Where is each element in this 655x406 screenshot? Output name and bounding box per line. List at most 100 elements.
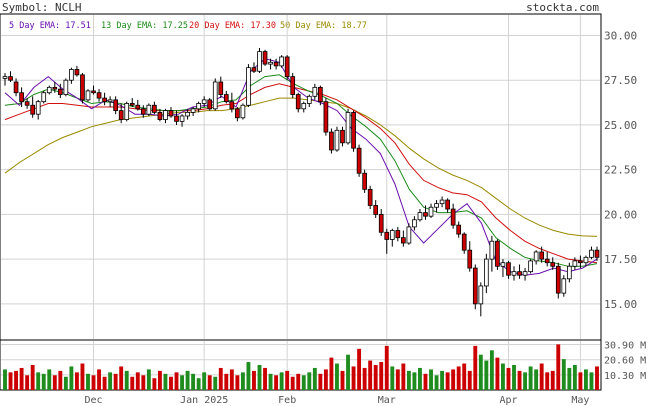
- volume-bar: [373, 365, 378, 390]
- candle: [69, 67, 74, 84]
- candle-body: [367, 188, 373, 206]
- x-label: Apr: [499, 395, 517, 406]
- candle: [179, 114, 185, 127]
- candle-body: [578, 260, 583, 264]
- volume-bar: [473, 345, 478, 390]
- candle-body: [80, 74, 85, 101]
- volume-bar: [86, 373, 90, 390]
- candle: [511, 266, 517, 281]
- candle: [555, 262, 561, 299]
- candle: [467, 241, 473, 272]
- volume-bar: [478, 354, 483, 390]
- volume-bar: [583, 369, 588, 390]
- price-tick: 17.50: [604, 253, 637, 266]
- price-tick: 30.00: [604, 30, 637, 43]
- candle: [257, 47, 262, 74]
- candle-body: [190, 108, 196, 113]
- candle-body: [589, 249, 594, 258]
- candle: [207, 98, 213, 111]
- volume-bar: [550, 370, 555, 390]
- candle-body: [146, 104, 152, 115]
- candle-body: [384, 231, 390, 240]
- volume-bar: [323, 369, 328, 390]
- price-tick: 22.50: [604, 164, 637, 177]
- volume-bar: [401, 363, 406, 390]
- volume-bar: [589, 372, 594, 390]
- candle: [417, 209, 423, 222]
- candle-body: [395, 230, 401, 239]
- candle: [107, 96, 113, 108]
- volume-bar: [406, 370, 411, 390]
- candle-body: [279, 56, 284, 67]
- candle: [395, 226, 401, 242]
- candle: [152, 101, 157, 115]
- volume-bar: [307, 372, 312, 390]
- volume-bar: [207, 375, 212, 390]
- volume-bar: [213, 376, 218, 390]
- candle-body: [389, 230, 395, 240]
- candle-body: [445, 199, 450, 210]
- volume-tick: 10.30 M: [604, 371, 646, 382]
- price-tick: 27.50: [604, 74, 637, 87]
- volume-bar: [191, 373, 196, 390]
- candle: [74, 65, 80, 77]
- candle: [41, 90, 47, 104]
- candle-body: [30, 104, 35, 115]
- candle: [273, 58, 279, 70]
- candle-body: [113, 99, 118, 112]
- candle: [46, 85, 52, 95]
- volume-bar: [47, 369, 52, 390]
- candle: [140, 105, 146, 118]
- volume-bar: [440, 370, 445, 390]
- candle-body: [284, 56, 290, 78]
- candle: [30, 96, 35, 118]
- candle: [456, 221, 462, 238]
- candle: [583, 255, 589, 267]
- candle-body: [157, 112, 163, 120]
- candle-body: [57, 88, 63, 95]
- candle: [113, 96, 118, 115]
- candle-body: [129, 103, 135, 106]
- candle: [218, 76, 224, 99]
- volume-bar: [135, 372, 140, 390]
- volume-bar: [561, 359, 566, 390]
- volume-bar: [567, 367, 572, 390]
- volume-bar: [235, 375, 240, 390]
- volume-bar: [257, 365, 262, 390]
- candle-body: [52, 86, 58, 90]
- volume-bar: [202, 372, 207, 390]
- volume-bar: [36, 372, 41, 390]
- candle-body: [251, 67, 257, 72]
- candle: [223, 90, 229, 104]
- candle: [461, 232, 467, 254]
- volume-panel: [0, 339, 602, 391]
- candle: [212, 78, 218, 111]
- candle: [406, 223, 412, 245]
- candle: [423, 205, 428, 220]
- candle: [561, 275, 567, 297]
- candle-body: [423, 212, 428, 217]
- candle: [13, 78, 19, 97]
- volume-bar: [539, 363, 544, 390]
- volume-bar: [30, 365, 35, 390]
- volume-bar: [74, 372, 79, 390]
- candle-body: [229, 101, 235, 110]
- candle-body: [257, 51, 262, 72]
- candle-body: [450, 208, 456, 226]
- candle: [246, 64, 251, 108]
- candle: [185, 108, 190, 120]
- volume-bar: [556, 344, 561, 390]
- candle-body: [323, 101, 329, 133]
- candle: [135, 99, 141, 111]
- candle-body: [174, 115, 179, 122]
- candle: [24, 98, 30, 109]
- x-label: Mar: [378, 395, 396, 406]
- candle-body: [235, 108, 240, 119]
- candle-body: [2, 76, 8, 79]
- candle-body: [124, 103, 130, 120]
- candle-body: [91, 90, 96, 94]
- candle: [268, 58, 273, 70]
- candle-body: [351, 112, 356, 149]
- candle-body: [472, 267, 478, 305]
- candle: [334, 126, 340, 152]
